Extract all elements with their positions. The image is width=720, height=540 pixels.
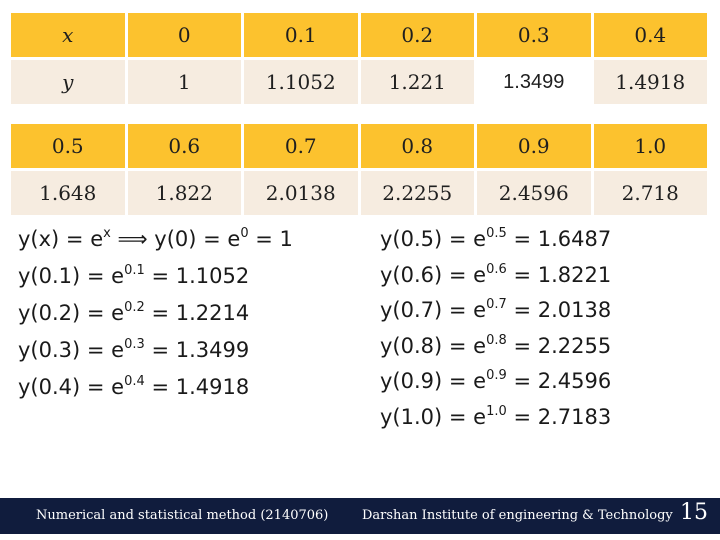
equation-lhs: y(x) = e	[18, 227, 104, 251]
table-cell: 1.4918	[593, 60, 707, 104]
equation-lhs: y(0.3) = e	[18, 338, 125, 362]
table-cell: 1.1052	[244, 60, 358, 104]
equations-right: y(0.5) = e0.5 = 1.6487 y(0.6) = e0.6 = 1…	[380, 222, 611, 436]
equation-line: y(0.1) = e0.1 = 1.1052	[18, 258, 293, 295]
equation-line: y(x) = ex ⟹ y(0) = e0 = 1	[18, 221, 293, 258]
table-cell: 1.3499	[477, 60, 591, 104]
equations-left: y(x) = ex ⟹ y(0) = e0 = 1 y(0.1) = e0.1 …	[18, 221, 293, 406]
equation-rhs: = 1.3499	[144, 338, 250, 362]
equation-rhs: = 2.7183	[506, 404, 612, 429]
table-cell: 1.822	[127, 171, 241, 215]
equation-line: y(0.2) = e0.2 = 1.2214	[18, 295, 293, 332]
values-table-1: x 0 0.1 0.2 0.3 0.4 y 1 1.1052 1.221 1.3…	[8, 10, 710, 107]
table-cell: 0.1	[244, 13, 358, 57]
equation-implies: ⟹ y(0) = e	[110, 227, 241, 251]
equation-exponent: 0.8	[486, 332, 507, 348]
table-cell: 0.5	[11, 124, 125, 168]
equation-line: y(0.8) = e0.8 = 2.2255	[380, 329, 611, 365]
equation-rhs: = 1.4918	[144, 375, 250, 399]
table-row-x: 0.5 0.6 0.7 0.8 0.9 1.0	[11, 124, 707, 168]
table-cell: 1.0	[593, 124, 707, 168]
equation-rhs: = 1.2214	[144, 301, 250, 325]
equation-exponent: x	[103, 226, 111, 241]
equation-exponent: 0.1	[124, 263, 145, 278]
equation-rhs: = 2.0138	[506, 298, 612, 323]
table-cell: 2.0138	[244, 171, 358, 215]
equation-lhs: y(0.4) = e	[18, 375, 125, 399]
equation-rhs: = 1	[248, 227, 293, 251]
table-cell: 2.4596	[477, 171, 591, 215]
equation-rhs: = 2.4596	[506, 369, 612, 394]
equation-line: y(0.9) = e0.9 = 2.4596	[380, 364, 611, 400]
equation-exponent: 0.5	[486, 226, 507, 241]
table-row-y: y 1 1.1052 1.221 1.3499 1.4918	[11, 60, 707, 104]
equation-line: y(0.4) = e0.4 = 1.4918	[18, 369, 293, 406]
table-cell: 0.8	[360, 124, 474, 168]
footer-course-title: Numerical and statistical method (214070…	[36, 508, 329, 523]
equation-line: y(0.3) = e0.3 = 1.3499	[18, 332, 293, 369]
equation-lhs: y(0.2) = e	[18, 301, 125, 325]
footer-institute: Darshan Institute of engineering & Techn…	[362, 508, 673, 523]
table-cell: 1.648	[11, 171, 125, 215]
table-cell: 2.718	[593, 171, 707, 215]
table-cell: 0.2	[360, 13, 474, 57]
table-cell-y-label: y	[11, 60, 125, 104]
table-cell: 0.6	[127, 124, 241, 168]
equation-line: y(0.7) = e0.7 = 2.0138	[380, 293, 611, 329]
equation-rhs: = 2.2255	[506, 333, 612, 358]
equation-line: y(0.6) = e0.6 = 1.8221	[380, 258, 611, 294]
footer-bar: Numerical and statistical method (214070…	[0, 498, 720, 534]
equation-lhs: y(1.0) = e	[380, 404, 487, 429]
equation-lhs: y(0.9) = e	[380, 369, 487, 394]
table-cell: 0.7	[244, 124, 358, 168]
equation-lhs: y(0.8) = e	[380, 333, 487, 358]
table-cell: 0.9	[477, 124, 591, 168]
values-table-2: 0.5 0.6 0.7 0.8 0.9 1.0 1.648 1.822 2.01…	[8, 121, 710, 218]
equation-exponent: 0.2	[124, 300, 145, 315]
equation-rhs: = 1.8221	[506, 262, 612, 287]
table-cell: 0.3	[477, 13, 591, 57]
equation-exponent: 0.4	[124, 374, 145, 389]
equation-lhs: y(0.1) = e	[18, 264, 125, 288]
equation-exponent: 0.9	[486, 368, 507, 384]
equation-rhs: = 1.1052	[144, 264, 250, 288]
table-cell: 0.4	[593, 13, 707, 57]
equation-lhs: y(0.5) = e	[380, 227, 487, 251]
equation-exponent: 0.6	[486, 261, 507, 277]
page-number: 15	[680, 500, 708, 525]
equation-lhs: y(0.7) = e	[380, 298, 487, 323]
table-cell: 1.221	[360, 60, 474, 104]
equation-exponent: 0.3	[124, 337, 145, 352]
equation-exponent: 1.0	[486, 403, 507, 419]
table-cell: 1	[127, 60, 241, 104]
table-cell: 2.2255	[360, 171, 474, 215]
equation-exponent: 0.7	[486, 297, 507, 313]
equation-line: y(1.0) = e1.0 = 2.7183	[380, 400, 611, 436]
equation-line: y(0.5) = e0.5 = 1.6487	[380, 222, 611, 258]
equation-exponent: 0	[240, 226, 249, 241]
table-cell-x-label: x	[11, 13, 125, 57]
table-row-x: x 0 0.1 0.2 0.3 0.4	[11, 13, 707, 57]
table-row-y: 1.648 1.822 2.0138 2.2255 2.4596 2.718	[11, 171, 707, 215]
equation-lhs: y(0.6) = e	[380, 262, 487, 287]
equation-rhs: = 1.6487	[506, 227, 612, 251]
table-cell: 0	[127, 13, 241, 57]
